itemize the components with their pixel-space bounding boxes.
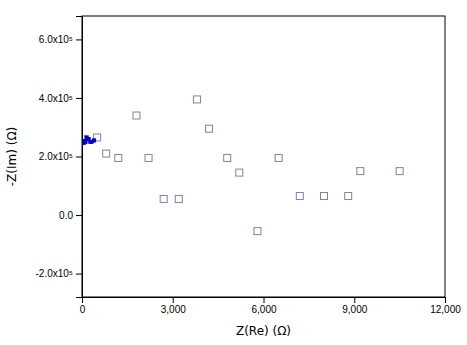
point [115, 154, 122, 161]
tick-label: 3,000 [161, 304, 186, 315]
tick-label: 6.0x10⁵ [39, 34, 73, 45]
marks [82, 96, 403, 235]
tick-mark [264, 297, 265, 303]
tick-label: 0 [80, 304, 86, 315]
point [236, 169, 243, 176]
tick-label: 9,000 [342, 304, 367, 315]
tick: 3,000 [161, 297, 186, 315]
axis-line [83, 298, 446, 304]
plot: 0 3,000 6,000 9,000 12,000 -2.0x10⁵ 0.0 2.0x10⁵… [36, 16, 462, 315]
tick: 6.0x10⁵ [39, 34, 82, 45]
tick-label: 2.0x10⁵ [39, 151, 73, 162]
series [94, 96, 404, 235]
tick: 4.0x10⁵ [39, 93, 82, 104]
tick-label: 0.0 [59, 210, 73, 221]
point [133, 112, 140, 119]
tick-mark [76, 157, 82, 158]
plot-frame [82, 16, 445, 297]
point [92, 139, 96, 143]
x-axis-title: Z(Re) (Ω) [236, 324, 291, 338]
point [175, 195, 182, 202]
tick-mark [76, 274, 82, 275]
x-axis: 0 3,000 6,000 9,000 12,000 [80, 297, 462, 315]
tick-mark [76, 98, 82, 99]
point [345, 193, 352, 200]
point [275, 154, 282, 161]
point [357, 168, 364, 175]
point [254, 228, 261, 235]
tick-mark [354, 297, 355, 303]
axis-line [76, 17, 83, 298]
tick: 0.0 [59, 210, 82, 221]
point [145, 154, 152, 161]
y-axis-title: -Z(Im) (Ω) [5, 127, 19, 187]
y-axis: -2.0x10⁵ 0.0 2.0x10⁵ 4.0x10⁵ 6.0x10⁵ [36, 17, 83, 298]
point [206, 125, 213, 132]
tick: 2.0x10⁵ [39, 151, 82, 162]
point [224, 154, 231, 161]
point [396, 168, 403, 175]
tick: -2.0x10⁵ [36, 268, 83, 279]
chart: 0 3,000 6,000 9,000 12,000 -2.0x10⁵ 0.0 2.0x10⁵… [0, 0, 467, 345]
tick-label: 12,000 [430, 304, 461, 315]
tick-mark [173, 297, 174, 303]
tick-label: 6,000 [251, 304, 276, 315]
tick: 6,000 [251, 297, 276, 315]
tick: 12,000 [430, 297, 461, 315]
point [193, 96, 200, 103]
point [321, 193, 328, 200]
tick: 9,000 [342, 297, 367, 315]
tick-label: -2.0x10⁵ [36, 268, 74, 279]
tick-mark [445, 297, 446, 303]
series [82, 136, 96, 145]
point [160, 195, 167, 202]
point [103, 150, 110, 157]
tick-mark [76, 215, 82, 216]
tick-mark [76, 39, 82, 40]
tick-label: 4.0x10⁵ [39, 93, 73, 104]
tick: 0 [80, 297, 86, 315]
point [296, 193, 303, 200]
